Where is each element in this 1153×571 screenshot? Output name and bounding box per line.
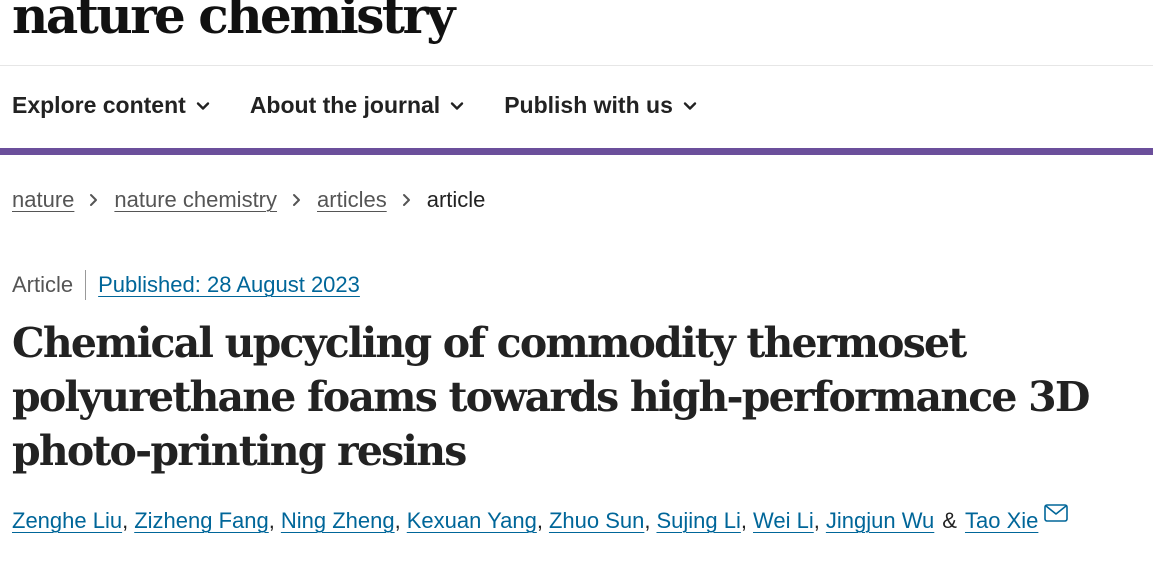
author-separator: ,	[644, 508, 651, 533]
article-meta: Article Published: 28 August 2023	[12, 270, 360, 300]
author-link[interactable]: Ning Zheng	[280, 508, 395, 533]
header-divider	[0, 65, 1153, 66]
breadcrumb-articles[interactable]: articles	[317, 187, 387, 212]
chevron-right-icon	[88, 193, 100, 207]
chevron-down-icon	[450, 99, 464, 113]
nav-publish-with-us[interactable]: Publish with us	[504, 92, 697, 119]
nav-about-journal[interactable]: About the journal	[250, 92, 464, 119]
author-separator: ,	[813, 508, 820, 533]
chevron-down-icon	[683, 99, 697, 113]
main-nav: Explore content About the journal Publis…	[12, 92, 737, 119]
chevron-down-icon	[196, 99, 210, 113]
article-title: Chemical upcycling of commodity thermose…	[12, 319, 1090, 475]
author-separator: ,	[536, 508, 543, 533]
author-separator: ,	[394, 508, 401, 533]
nav-publish-with-us-label: Publish with us	[504, 92, 673, 118]
breadcrumb: nature nature chemistry articles article	[12, 187, 485, 213]
chevron-right-icon	[291, 193, 303, 207]
author-separator: ,	[268, 508, 275, 533]
author-separator: &	[942, 508, 957, 533]
breadcrumb-current: article	[426, 187, 486, 212]
author-link[interactable]: Kexuan Yang	[406, 508, 537, 533]
author-link[interactable]: Sujing Li	[656, 508, 741, 533]
site-logo[interactable]: nature chemistry	[12, 0, 455, 45]
author-link[interactable]: Zhuo Sun	[548, 508, 645, 533]
author-link[interactable]: Zizheng Fang	[134, 508, 269, 533]
author-link[interactable]: Tao Xie	[964, 508, 1039, 533]
author-separator: ,	[740, 508, 747, 533]
published-date-link[interactable]: Published: 28 August 2023	[98, 272, 360, 297]
nav-explore-content[interactable]: Explore content	[12, 92, 210, 119]
author-separator: ,	[122, 508, 129, 533]
chevron-right-icon	[401, 193, 413, 207]
article-type: Article	[12, 270, 87, 300]
author-link[interactable]: Jingjun Wu	[825, 508, 935, 533]
author-link[interactable]: Zenghe Liu	[12, 508, 123, 533]
breadcrumb-nature[interactable]: nature	[12, 187, 75, 212]
nav-explore-content-label: Explore content	[12, 92, 186, 118]
email-icon[interactable]	[1044, 504, 1069, 522]
breadcrumb-nature-chemistry[interactable]: nature chemistry	[114, 187, 278, 212]
author-list: Zenghe Liu, Zizheng Fang, Ning Zheng, Kexua…	[12, 504, 1069, 534]
accent-bar	[0, 148, 1153, 155]
author-link[interactable]: Wei Li	[753, 508, 814, 533]
nav-about-journal-label: About the journal	[249, 92, 441, 118]
